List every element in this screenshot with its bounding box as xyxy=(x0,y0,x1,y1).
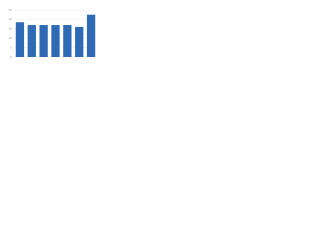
bar xyxy=(63,25,72,57)
bar xyxy=(27,25,36,57)
bar xyxy=(39,25,48,57)
bar xyxy=(86,14,96,57)
bar xyxy=(51,25,60,57)
y-tick-label: 5 xyxy=(10,45,12,49)
bar xyxy=(15,22,25,57)
y-tick-label: 10 xyxy=(9,36,13,40)
bar xyxy=(75,26,84,57)
y-tick-label: 0 xyxy=(10,55,12,59)
y-tick-label: 20 xyxy=(9,17,13,21)
y-tick-label: 25 xyxy=(9,8,13,12)
chart: 0 5 10 15 20 25 xyxy=(9,8,97,59)
y-tick-label: 15 xyxy=(9,27,13,31)
